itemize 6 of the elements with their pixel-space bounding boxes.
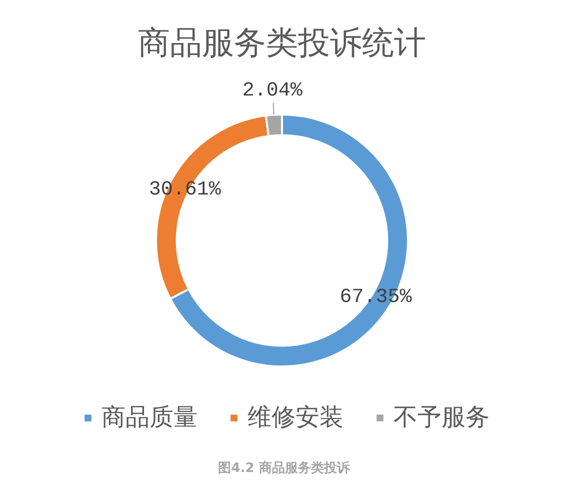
caption: 图4.2 商品服务类投诉 (218, 460, 351, 476)
legend-label: 商品质量 (102, 402, 198, 433)
data-label: 2.04% (242, 79, 304, 102)
legend-label: 不予服务 (394, 402, 490, 433)
legend-label: 维修安装 (248, 402, 344, 433)
chart-title: 商品服务类投诉统计 (138, 24, 426, 62)
